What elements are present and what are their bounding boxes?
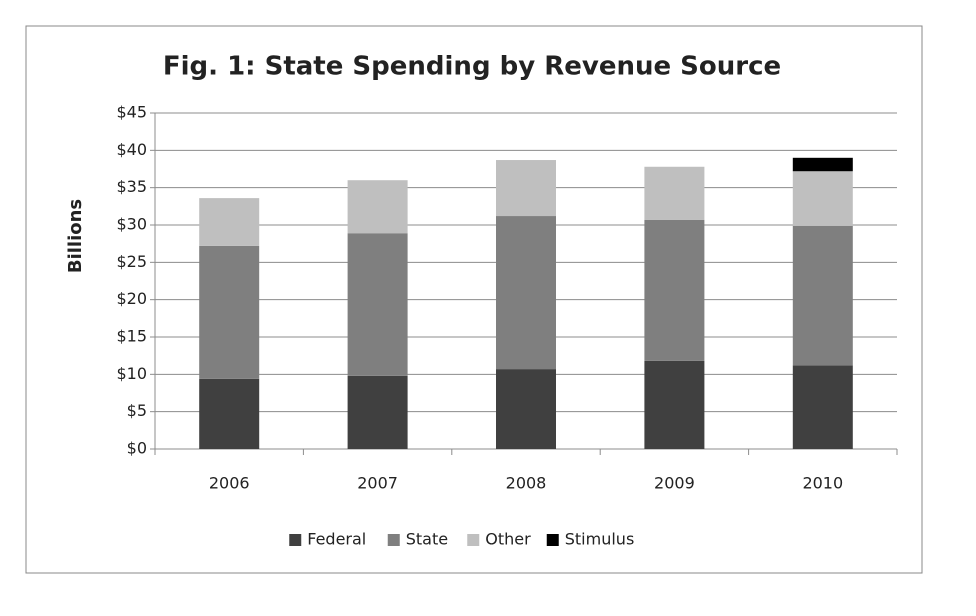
x-tick-label: 2008 [506, 474, 547, 493]
bar-segment [496, 160, 556, 217]
bar-segment [347, 233, 408, 376]
bar-segment [644, 166, 705, 220]
bar-segment [347, 375, 408, 449]
y-tick-label: $0 [127, 439, 147, 458]
bar-segment [644, 219, 705, 361]
y-tick-label: $45 [116, 103, 147, 122]
y-tick-label: $15 [116, 327, 147, 346]
y-tick-label: $10 [116, 364, 147, 383]
bar-segment [496, 216, 556, 370]
legend-swatch [289, 534, 302, 546]
bar-segment [792, 157, 853, 172]
legend-swatch [387, 534, 400, 546]
bar-segment [347, 180, 408, 234]
x-tick-label: 2010 [802, 474, 843, 493]
bar-segment [496, 369, 556, 449]
x-tick-label: 2006 [209, 474, 250, 493]
legend-label: Other [485, 530, 531, 549]
bar-segment [199, 198, 260, 246]
y-tick-label: $25 [116, 252, 147, 271]
y-tick-label: $20 [116, 289, 147, 308]
bar-segment [644, 360, 705, 449]
legend-swatch [546, 534, 559, 546]
bar-segment [792, 225, 853, 366]
chart-title: Fig. 1: State Spending by Revenue Source [163, 52, 781, 82]
bar-segment [199, 245, 260, 379]
legend-label: State [406, 530, 448, 549]
bar-segment [792, 365, 853, 449]
y-tick-label: $35 [116, 177, 147, 196]
x-tick-label: 2009 [654, 474, 695, 493]
y-tick-label: $30 [116, 215, 147, 234]
y-tick-label: $5 [127, 401, 147, 420]
y-axis-label: Billions [65, 199, 86, 273]
x-tick-label: 2007 [357, 474, 398, 493]
y-tick-label: $40 [116, 140, 147, 159]
bar-segment [792, 171, 853, 226]
legend-label: Federal [307, 530, 366, 549]
bar-segment [199, 378, 260, 449]
legend-label: Stimulus [565, 530, 635, 549]
legend-swatch [467, 534, 480, 546]
